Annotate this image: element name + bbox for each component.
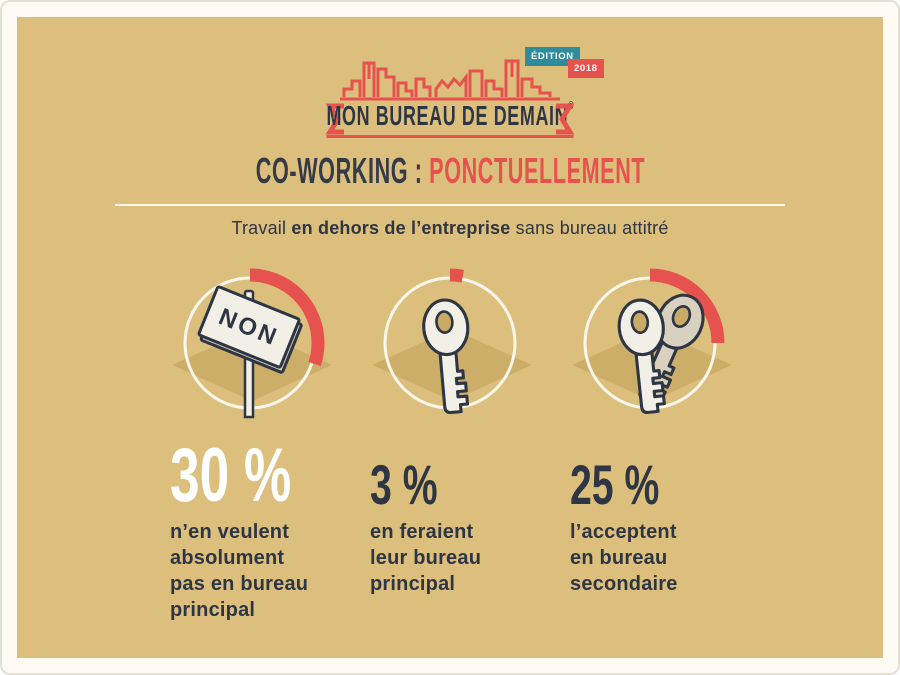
stat-percent: 3 % (370, 453, 438, 517)
stat-refuse-principal: NON 30 % n’en veulent absolument pas en … (150, 265, 350, 623)
brand-banner: MON BUREAU DE DEMAIN® (325, 100, 575, 138)
stat-description: l’acceptent en bureau secondaire (570, 521, 678, 595)
subtitle-part2: sans bureau attitré (510, 218, 669, 238)
subtitle-bold: en dehors de l’entreprise (291, 218, 511, 238)
gauge-keys-pair (572, 268, 732, 418)
gauge-arc (375, 268, 525, 418)
ribbon-right-icon (556, 103, 575, 135)
year-badge: 2018 (568, 59, 604, 78)
stat-percent: 25 % (570, 453, 660, 517)
gauge-arc (575, 268, 725, 418)
section-title-prefix: CO-WORKING : (255, 150, 423, 191)
gauge-arc (175, 268, 325, 418)
stat-description: n’en veulent absolument pas en bureau pr… (170, 521, 309, 621)
subtitle-part1: Travail (231, 218, 292, 238)
brand-title-wrap: MON BUREAU DE DEMAIN® (326, 100, 574, 138)
brand-underline (326, 135, 574, 138)
edition-badge: ÉDITION (525, 47, 580, 66)
stat-bureau-secondaire: 25 % l’acceptent en bureau secondaire (550, 265, 750, 623)
skyline-icon (340, 59, 560, 101)
subtitle: Travail en dehors de l’entreprise sans b… (17, 218, 883, 239)
stat-description: en feraient leur bureau principal (370, 521, 482, 595)
stat-bureau-principal: 3 % en feraient leur bureau principal (350, 265, 550, 623)
stat-percent: 30 % (170, 433, 292, 519)
infographic-panel: ÉDITION 2018 MON BUREAU (17, 17, 883, 658)
ribbon-left-icon (325, 103, 344, 135)
brand-title: MON BUREAU DE DEMAIN (326, 100, 569, 131)
brand-header: ÉDITION 2018 MON BUREAU (325, 47, 604, 138)
gauge-non-sign: NON (172, 268, 332, 419)
non-sign-icon: NON (197, 285, 303, 419)
stats-row: NON 30 % n’en veulent absolument pas en … (17, 265, 883, 623)
section-title: CO-WORKING : PONCTUELLEMENT (17, 153, 883, 197)
divider-line (115, 204, 785, 206)
gauge-key (372, 268, 532, 418)
section-title-highlight: PONCTUELLEMENT (428, 150, 645, 191)
